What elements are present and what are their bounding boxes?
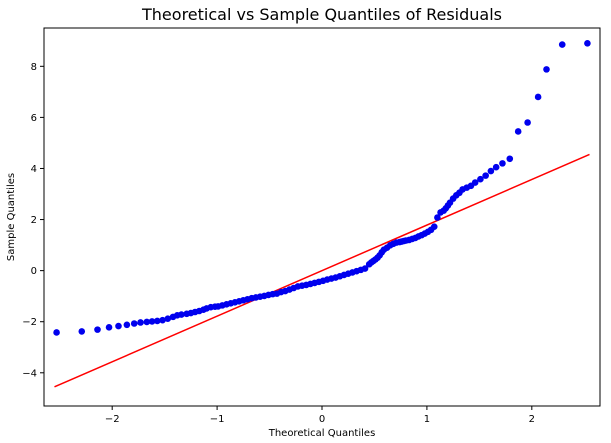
y-tick-label: −4 xyxy=(22,368,37,379)
data-point xyxy=(477,175,484,183)
data-point xyxy=(105,324,113,331)
data-point xyxy=(143,318,151,326)
y-tick-label: −2 xyxy=(22,317,37,328)
data-point xyxy=(499,160,506,167)
data-point xyxy=(94,326,101,333)
y-axis: −4 −2 0 2 4 6 8 xyxy=(22,62,44,379)
data-point xyxy=(178,311,185,318)
x-tick-label: 0 xyxy=(319,414,325,425)
y-tick-label: 8 xyxy=(31,62,37,73)
y-tick-label: 0 xyxy=(31,266,37,277)
x-axis: −2 −1 0 1 2 xyxy=(105,406,535,425)
data-point xyxy=(78,328,86,335)
data-points xyxy=(53,40,591,336)
reference-line-group xyxy=(54,153,590,388)
y-tick-label: 2 xyxy=(31,215,37,226)
data-point xyxy=(584,40,591,47)
data-point xyxy=(482,172,489,179)
data-point xyxy=(361,265,369,272)
data-point xyxy=(148,318,156,325)
data-point xyxy=(524,119,531,126)
x-axis-label: Theoretical Quantiles xyxy=(268,428,376,439)
data-point xyxy=(487,167,495,175)
data-point xyxy=(130,320,138,327)
y-axis-label: Sample Quantiles xyxy=(6,173,17,261)
x-tick-label: 2 xyxy=(529,414,535,425)
data-point xyxy=(137,319,144,326)
x-tick-label: −2 xyxy=(105,414,120,425)
y-tick-label: 6 xyxy=(31,113,37,124)
data-point xyxy=(123,321,131,329)
data-point xyxy=(492,163,500,171)
data-point xyxy=(164,315,172,322)
y-tick-label: 4 xyxy=(31,164,37,175)
data-point xyxy=(115,322,122,330)
chart-title: Theoretical vs Sample Quantiles of Resid… xyxy=(141,5,502,24)
x-tick-label: 1 xyxy=(424,414,430,425)
data-point xyxy=(153,317,161,325)
data-point xyxy=(430,223,438,231)
data-point xyxy=(434,214,441,221)
data-point xyxy=(534,93,542,101)
x-tick-label: −1 xyxy=(210,414,225,425)
data-point xyxy=(558,41,566,48)
data-point xyxy=(159,316,166,324)
reference-line xyxy=(54,153,590,388)
data-point xyxy=(471,179,479,186)
data-point xyxy=(543,66,550,73)
data-point xyxy=(514,128,522,135)
plot-area xyxy=(43,27,601,407)
data-point xyxy=(53,329,60,336)
data-point xyxy=(506,155,514,163)
